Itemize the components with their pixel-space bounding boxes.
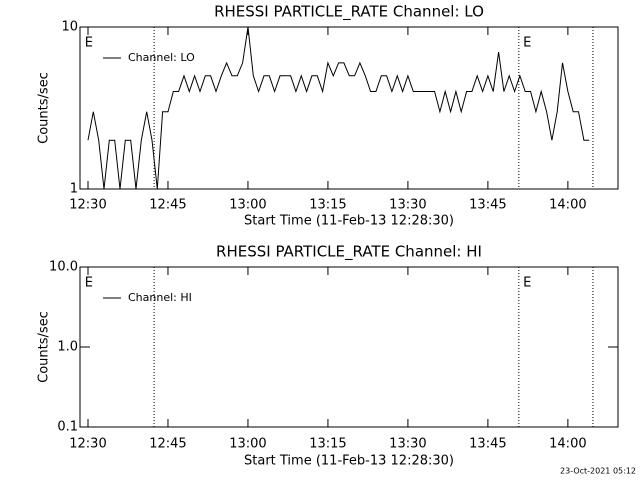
y-tick-label: 0.1 [57,420,78,435]
y-axis-label: Counts/sec [37,311,52,383]
x-tick-label: 13:00 [229,198,266,213]
annotation: E [523,276,531,291]
legend-label: Channel: LO [128,51,195,64]
legend-label: Channel: HI [128,291,192,304]
data-line [87,26,590,190]
x-tick-label: 12:30 [69,198,106,213]
footer: 23-Oct-2021 05:12 [560,467,636,476]
y-axis-label: Counts/sec [37,72,52,144]
x-tick-label: 13:45 [469,198,506,213]
x-tick-label: 14:00 [549,437,586,452]
x-tick-label: 12:45 [149,437,186,452]
x-axis-label: Start Time (11-Feb-13 12:28:30) [244,214,454,229]
x-tick-label: 13:45 [469,437,506,452]
x-tick-label: 13:00 [229,437,266,452]
plot-frame [79,26,619,190]
annotation: E [85,36,93,51]
x-tick-label: 12:30 [69,437,106,452]
x-axis-label: Start Time (11-Feb-13 12:28:30) [244,454,454,469]
x-tick-label: 13:30 [389,437,426,452]
x-tick-label: 14:00 [549,198,586,213]
y-tick-label: 1.0 [57,340,78,355]
x-tick-label: 13:30 [389,198,426,213]
chart-title: RHESSI PARTICLE_RATE Channel: LO [214,3,484,22]
annotation: E [85,276,93,291]
chart-title: RHESSI PARTICLE_RATE Channel: HI [216,243,482,262]
x-tick-label: 12:45 [149,198,186,213]
y-tick-label: 1 [70,182,78,197]
x-tick-label: 13:15 [309,437,346,452]
annotation: E [523,36,531,51]
y-tick-label: 10.0 [49,260,78,275]
x-tick-label: 13:15 [309,198,346,213]
y-tick-label: 10 [61,20,78,35]
